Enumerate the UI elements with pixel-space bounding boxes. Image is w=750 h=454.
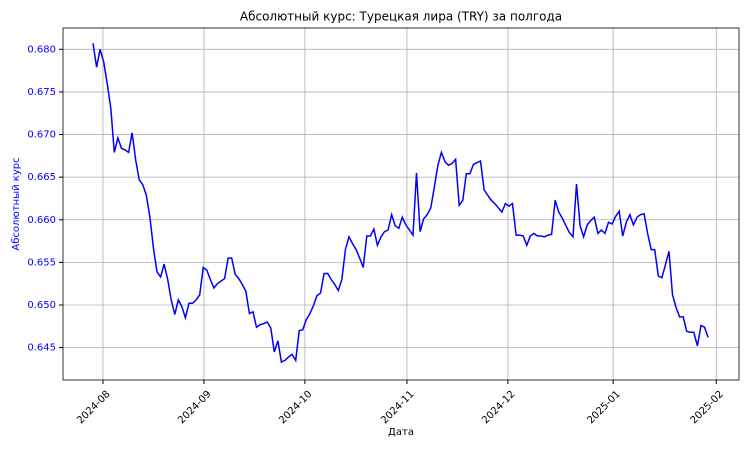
- plot-frame: [62, 27, 740, 381]
- y-tick-label: 0.650: [27, 300, 56, 311]
- y-tick-label: 0.675: [27, 87, 56, 98]
- y-axis-label: Абсолютный курс: [11, 157, 22, 250]
- y-tick-label: 0.655: [27, 257, 56, 268]
- x-axis-label: Дата: [388, 427, 414, 438]
- y-tick-label: 0.645: [27, 343, 56, 354]
- y-tick-label: 0.665: [27, 172, 56, 183]
- data-line: [92, 43, 709, 364]
- chart-title: Абсолютный курс: Турецкая лира (TRY) за …: [240, 10, 562, 24]
- y-tick-label: 0.680: [27, 44, 56, 55]
- y-tick-label: 0.660: [27, 215, 56, 226]
- y-tick-label: 0.670: [27, 130, 56, 141]
